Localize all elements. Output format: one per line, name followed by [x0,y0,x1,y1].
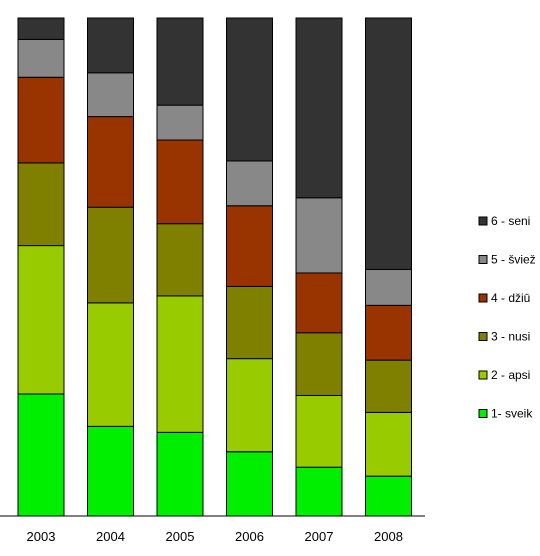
bar-segment-2006-series-5 [226,160,273,207]
x-tick-label: 2006 [235,529,264,544]
bar-segment-2007-series-1 [295,466,343,517]
bar-segment-2008-series-4 [365,304,412,361]
bar-segment-2006-series-3 [226,285,273,360]
bar-segment-2008-series-1 [365,475,412,517]
legend-label: 2 - apsi [491,368,530,382]
bar-segment-2007-series-2 [295,394,343,468]
legend-label: 5 - šviež [491,253,536,267]
bar-segment-2005-series-2 [156,295,204,433]
bar-segment-2005-series-1 [156,431,204,517]
bar-segment-2007-series-4 [295,272,343,334]
x-tick-label: 2005 [166,529,195,544]
bar-segment-2004-series-6 [87,17,134,74]
bar-segment-2005-series-3 [156,223,204,297]
bar-segment-2004-series-1 [87,425,134,517]
bar-segment-2005-series-5 [156,104,204,141]
x-tick-label: 2003 [27,529,56,544]
x-tick-label: 2007 [305,529,334,544]
legend-label: 4 - džiū [491,291,530,305]
legend-swatch [478,370,488,380]
bar-segment-2006-series-1 [226,451,273,517]
bar-segment-2005-series-6 [156,17,204,106]
bars-group [17,17,412,517]
legend-label: 3 - nusi [491,330,530,344]
legend-label: 1- sveik [491,407,533,421]
bar-segment-2008-series-2 [365,411,412,477]
bar-segment-2003-series-1 [17,393,65,517]
legend-swatch [478,216,488,226]
legend-swatch [478,293,488,303]
legend: 6 - seni 5 - šviež 4 - džiū 3 - nusi 2 - aps… [478,214,536,421]
x-tick-label: 2008 [374,529,403,544]
bar-segment-2007-series-6 [295,17,343,199]
legend-swatch [478,255,488,264]
bar-segment-2003-series-4 [17,76,65,164]
x-tick-labels: 2003 2004 2005 2006 2007 2008 [27,529,403,544]
bar-segment-2004-series-2 [87,302,134,427]
bar-segment-2003-series-3 [17,162,65,247]
bar-segment-2006-series-2 [226,358,273,453]
bar-segment-2007-series-5 [295,197,343,274]
bar-segment-2005-series-4 [156,139,204,225]
bar-segment-2004-series-3 [87,206,134,304]
bar-segment-2008-series-5 [365,268,412,306]
bar-segment-2008-series-6 [365,17,412,270]
legend-label: 6 - seni [491,214,530,228]
bar-segment-2004-series-4 [87,116,134,208]
bar-segment-2003-series-5 [17,38,65,78]
bar-segment-2003-series-2 [17,245,65,395]
x-tick-label: 2004 [96,529,125,544]
bar-segment-2006-series-4 [226,205,273,287]
bar-segment-2007-series-3 [295,332,343,396]
bar-segment-2004-series-5 [87,72,134,118]
bar-segment-2008-series-3 [365,359,412,413]
bar-segment-2006-series-6 [226,17,273,162]
legend-swatch [478,332,488,341]
legend-swatch [478,409,488,418]
bar-segment-2003-series-6 [17,17,65,40]
